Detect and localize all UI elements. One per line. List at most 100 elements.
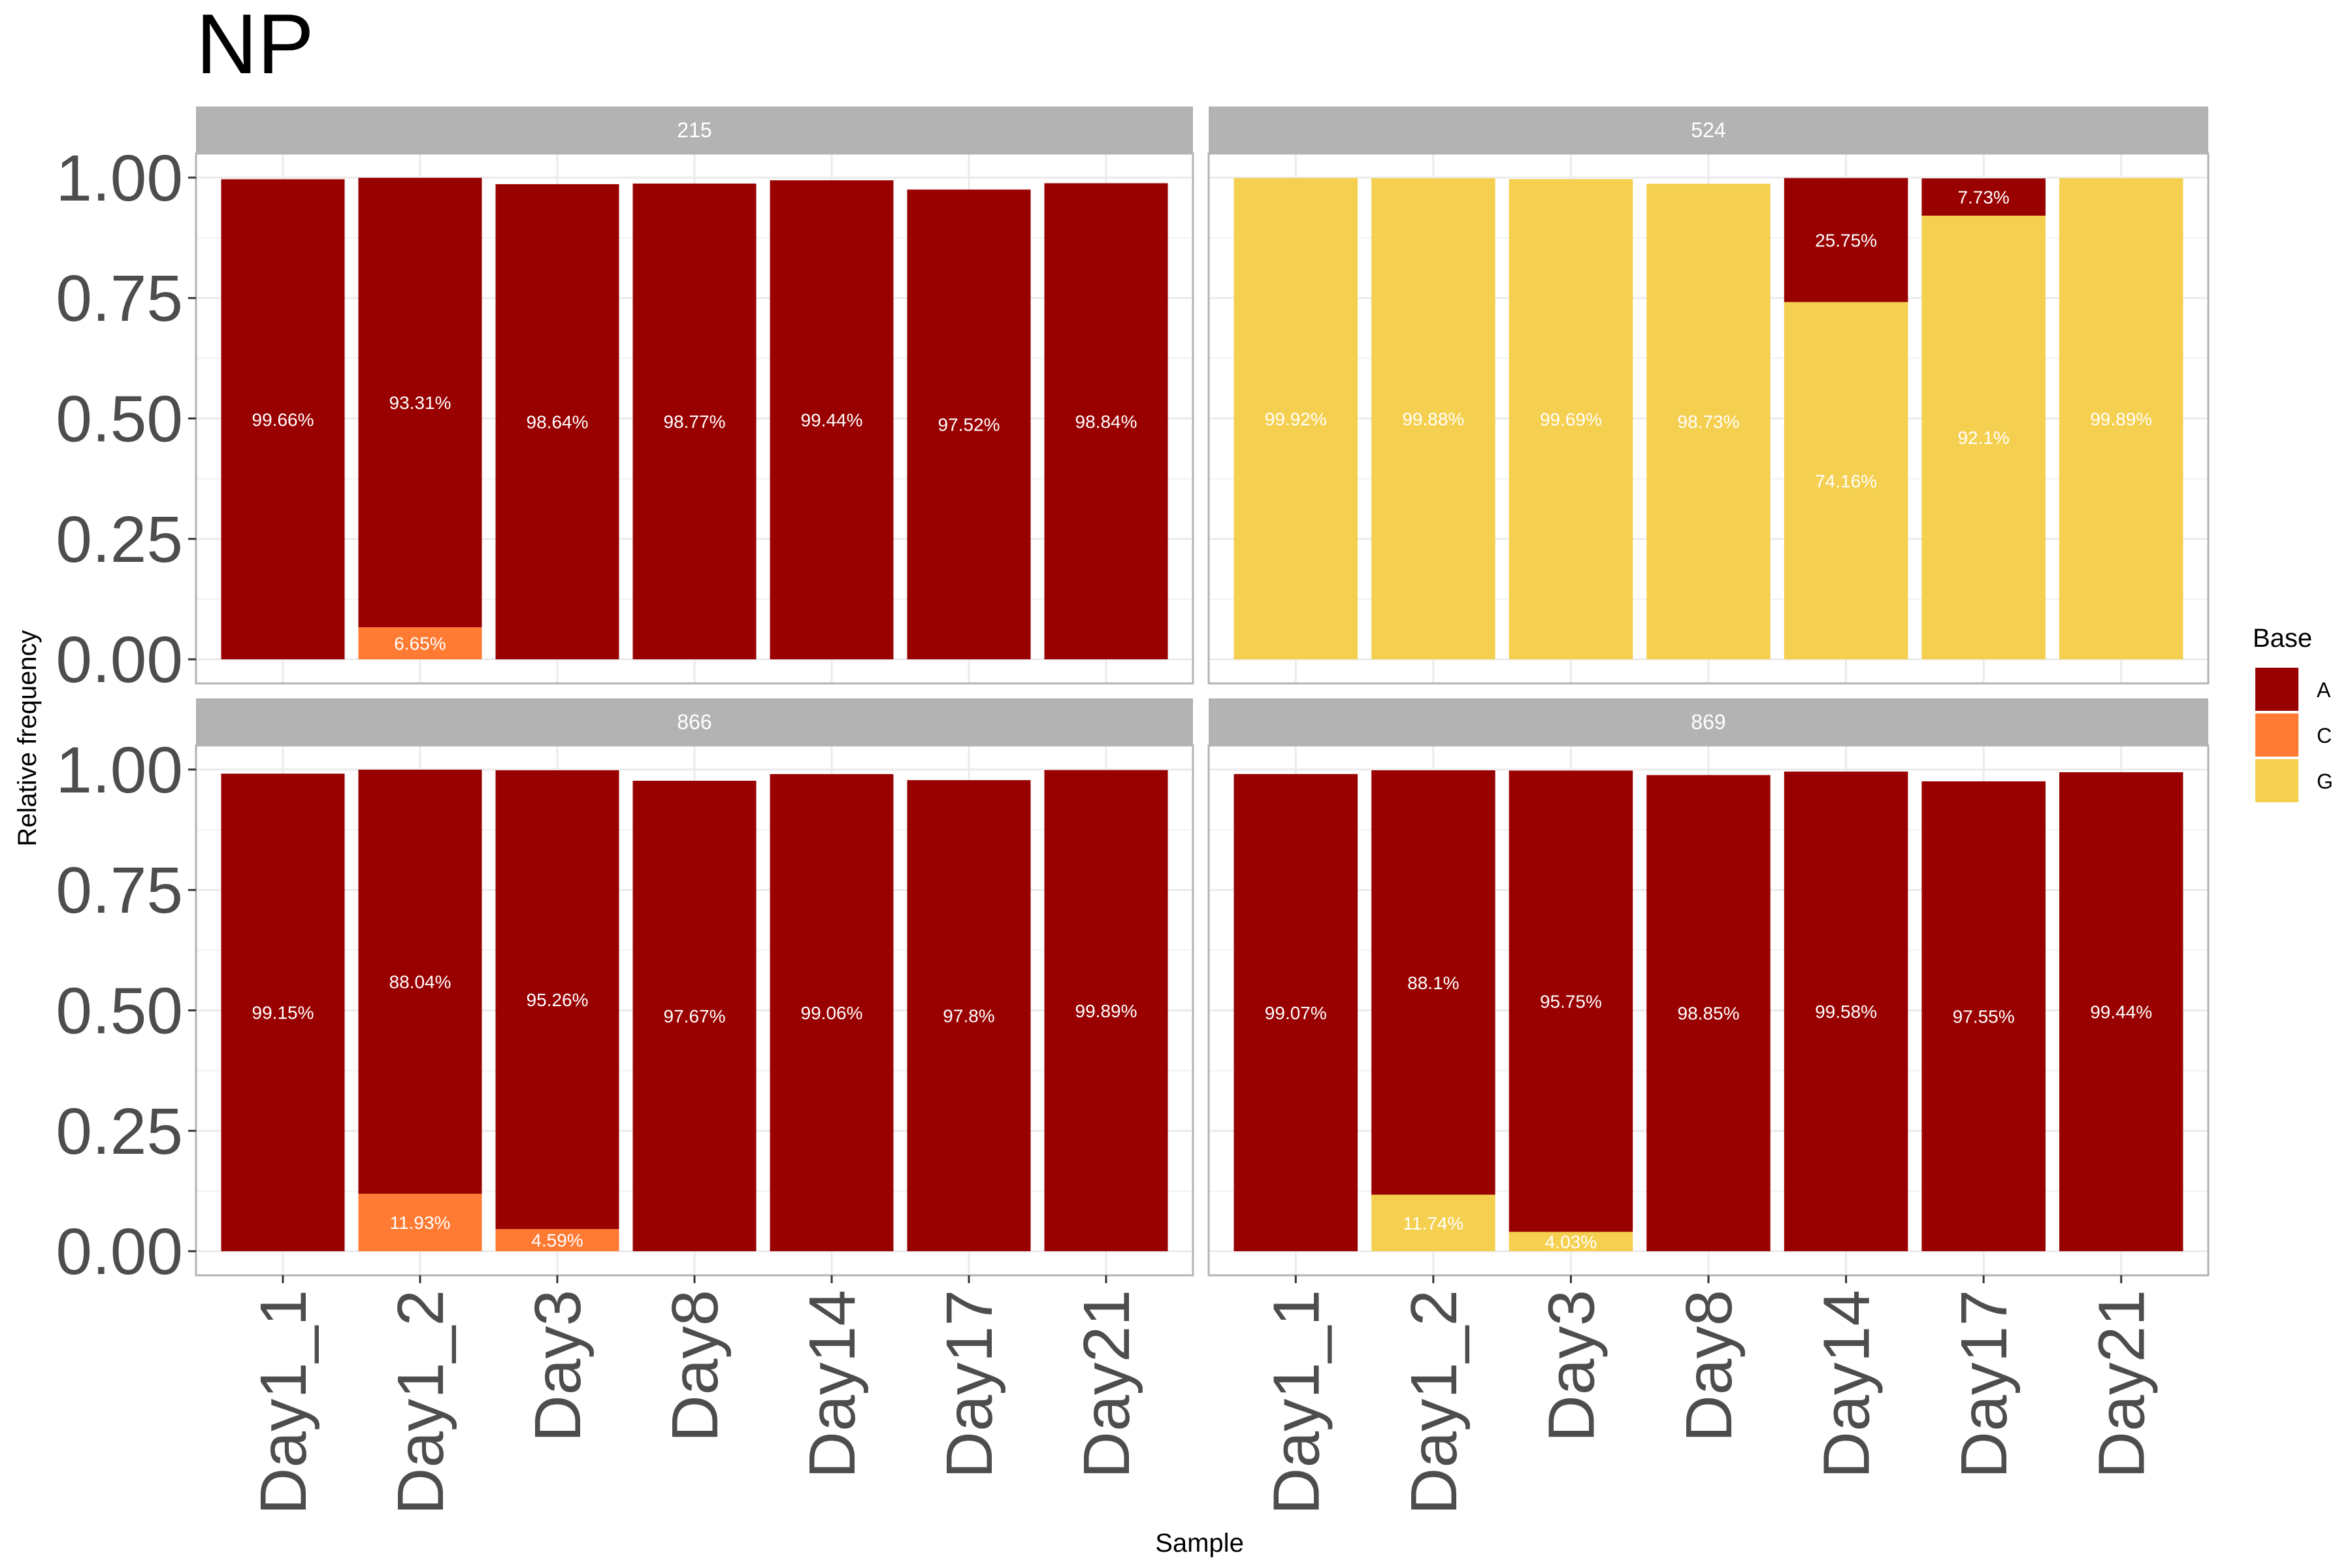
- facet-panels: 215 99.66% 6.65% 93.31% 98.64% 98.77% 99.44% 97…: [56, 106, 2210, 1515]
- data-label: 97.67%: [664, 1006, 726, 1026]
- bar-segment-G: [1233, 178, 1358, 660]
- bar-segment-A: [1784, 178, 1908, 302]
- data-label: 25.75%: [1815, 230, 1877, 250]
- x-tick-label: Day3: [521, 1290, 595, 1442]
- data-label: 88.04%: [389, 972, 451, 992]
- data-label: 74.16%: [1815, 471, 1877, 491]
- data-label: 99.92%: [1265, 409, 1327, 429]
- data-label: 98.77%: [664, 412, 726, 432]
- bar-segment-A: [770, 774, 894, 1252]
- bar-segment-C: [495, 1229, 619, 1252]
- y-tick-label: 1.00: [56, 142, 183, 215]
- bar-Day14: 99.06%: [770, 774, 894, 1252]
- y-tick-label: 0.25: [56, 1095, 183, 1168]
- bar-segment-A: [358, 770, 482, 1194]
- data-label: 99.89%: [2090, 409, 2152, 429]
- x-tick-label: Day14: [796, 1290, 869, 1478]
- data-label: 98.85%: [1678, 1004, 1740, 1024]
- bar-segment-A: [221, 774, 345, 1252]
- x-axis-title: Sample: [1155, 1529, 1244, 1558]
- data-label: 99.44%: [2090, 1002, 2152, 1022]
- data-label: 92.1%: [1957, 428, 2009, 448]
- bar-segment-A: [632, 781, 757, 1252]
- bar-segment-C: [358, 1194, 482, 1252]
- bar-Day1_2: 11.74% 88.1%: [1371, 770, 1495, 1252]
- legend-title: Base: [2253, 624, 2312, 653]
- bar-segment-G: [1646, 184, 1771, 660]
- bar-Day21: 99.89%: [1044, 770, 1168, 1252]
- bar-Day1_2: 11.93% 88.04%: [358, 770, 482, 1252]
- data-label: 99.07%: [1265, 1003, 1327, 1023]
- legend-label: C: [2317, 724, 2332, 747]
- y-tick-label: 0.75: [56, 262, 183, 335]
- facet-strip: [196, 698, 1193, 745]
- legend-item-G: G: [2255, 759, 2333, 802]
- bar-Day1_1: 99.66%: [221, 179, 345, 660]
- bar-segment-A: [495, 770, 619, 1230]
- bar-Day17: 97.55%: [1921, 781, 2046, 1252]
- bar-segment-A: [495, 184, 619, 660]
- bar-Day21: 99.89%: [2059, 178, 2183, 660]
- bar-segment-A: [1921, 781, 2046, 1252]
- x-tick-label: Day1_2: [1397, 1290, 1471, 1515]
- bar-segment-A: [632, 183, 757, 660]
- y-tick-label: 0.75: [56, 854, 183, 927]
- bar-Day8: 98.85%: [1646, 775, 1771, 1252]
- data-label: 99.44%: [801, 410, 863, 431]
- bar-segment-A: [770, 180, 894, 660]
- bar-segment-G: [1509, 1232, 1633, 1252]
- data-label: 97.8%: [943, 1006, 994, 1026]
- data-label: 11.93%: [390, 1213, 451, 1233]
- bar-Day1_1: 99.15%: [221, 774, 345, 1252]
- bar-segment-A: [1044, 770, 1168, 1252]
- data-label: 4.03%: [1545, 1232, 1597, 1252]
- bar-Day3: 99.69%: [1509, 179, 1633, 660]
- data-label: 88.1%: [1407, 973, 1459, 993]
- x-tick-label: Day21: [1070, 1290, 1143, 1478]
- bar-Day3: 98.64%: [495, 184, 619, 660]
- bar-Day21: 98.84%: [1044, 183, 1168, 660]
- data-label: 4.59%: [531, 1230, 583, 1250]
- data-label: 99.66%: [252, 410, 314, 430]
- facet-strip-label: 215: [677, 118, 711, 142]
- data-label: 93.31%: [389, 393, 451, 413]
- bar-Day3: 4.59% 95.26%: [495, 770, 619, 1252]
- y-tick-label: 1.00: [56, 734, 183, 807]
- facet-strip-label: 869: [1691, 710, 1725, 734]
- data-label: 99.89%: [1075, 1001, 1137, 1021]
- data-label: 98.84%: [1075, 412, 1137, 432]
- x-tick-label: Day1_1: [247, 1290, 320, 1515]
- panel-866: 866 99.15% 11.93% 88.04% 4.59% 95.26% 97.67% 99…: [56, 698, 1194, 1515]
- bar-segment-A: [1921, 178, 2046, 216]
- bar-Day8: 98.73%: [1646, 184, 1771, 660]
- bar-Day14: 99.44%: [770, 180, 894, 660]
- bar-Day8: 97.67%: [632, 781, 757, 1252]
- bar-segment-A: [1233, 774, 1358, 1252]
- x-tick-label: Day17: [1948, 1290, 2021, 1478]
- y-tick-label: 0.50: [56, 383, 183, 456]
- x-tick-label: Day21: [2085, 1290, 2159, 1478]
- y-axis-title: Relative frequency: [13, 630, 42, 846]
- y-tick-label: 0.00: [56, 1215, 183, 1288]
- bar-Day1_1: 99.07%: [1233, 774, 1358, 1252]
- legend-item-C: C: [2255, 713, 2332, 757]
- x-tick-label: Day8: [1673, 1290, 1746, 1442]
- x-tick-label: Day3: [1535, 1290, 1608, 1442]
- bar-Day1_2: 6.65% 93.31%: [358, 178, 482, 660]
- x-tick-label: Day1_2: [384, 1290, 457, 1515]
- legend-label: A: [2317, 678, 2331, 702]
- bar-Day8: 98.77%: [632, 183, 757, 660]
- x-tick-label: Day14: [1810, 1290, 1884, 1478]
- bar-segment-A: [358, 178, 482, 628]
- bar-segment-G: [1509, 179, 1633, 660]
- data-label: 98.73%: [1678, 412, 1740, 432]
- legend-swatch: [2255, 759, 2298, 802]
- bar-segment-A: [221, 179, 345, 660]
- panel-215: 215 99.66% 6.65% 93.31% 98.64% 98.77% 99.44% 97…: [56, 106, 1194, 696]
- data-label: 97.52%: [938, 415, 1000, 435]
- data-label: 95.26%: [527, 990, 589, 1010]
- bar-segment-A: [1784, 771, 1908, 1252]
- y-tick-label: 0.25: [56, 503, 183, 576]
- facet-strip: [196, 106, 1193, 154]
